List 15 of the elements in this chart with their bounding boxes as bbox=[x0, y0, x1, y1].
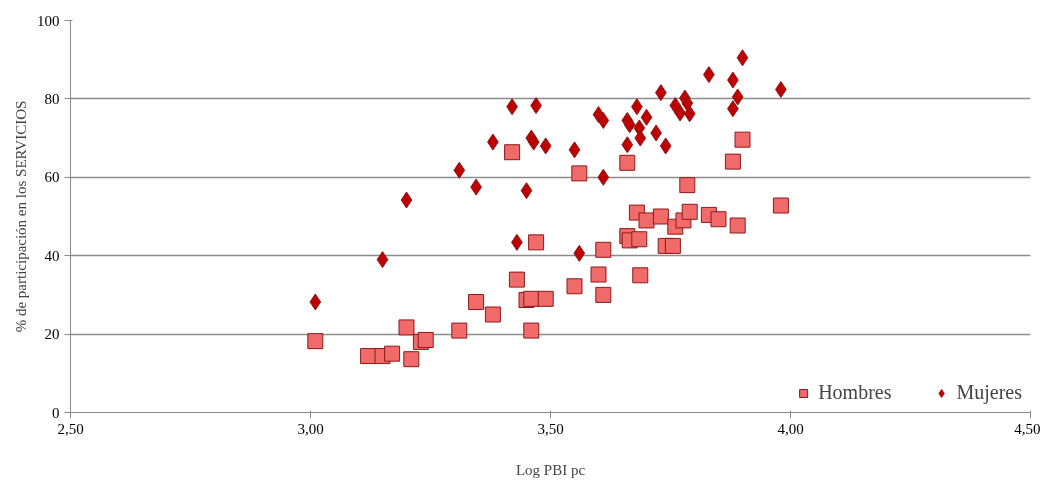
y-tick-label: 60 bbox=[44, 169, 60, 186]
x-tick-label: 4,00 bbox=[777, 420, 804, 437]
y-tick-label: 80 bbox=[44, 90, 60, 107]
legend-label: Hombres bbox=[818, 381, 892, 404]
x-tick-label: 2,50 bbox=[57, 420, 84, 437]
legend-label: Mujeres bbox=[956, 381, 1022, 404]
x-tick-label: 4,50 bbox=[1014, 420, 1041, 437]
y-tick-label: 20 bbox=[44, 326, 60, 343]
x-tick-label: 3,00 bbox=[297, 420, 324, 437]
y-tick-label: 100 bbox=[37, 12, 60, 29]
y-tick-label: 0 bbox=[52, 404, 60, 421]
y-axis-title: % de participación en los SERVICIOS bbox=[13, 100, 29, 333]
y-tick-label: 40 bbox=[44, 247, 60, 264]
x-tick-label: 3,50 bbox=[537, 420, 564, 437]
x-axis-title: Log PBI pc bbox=[515, 461, 586, 478]
